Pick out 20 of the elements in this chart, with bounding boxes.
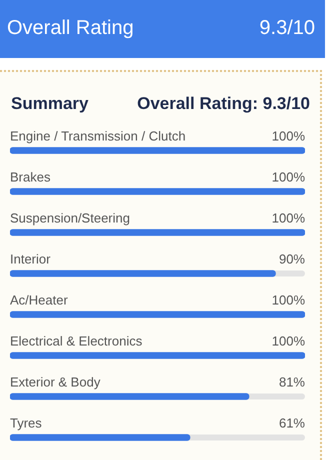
y-tick-label: Tyres [10, 416, 42, 430]
data-label: 100% [272, 334, 306, 348]
y-tick-label: Electrical & Electronics [10, 334, 143, 348]
data-label: 81% [278, 374, 306, 390]
y-tick-label: Interior [10, 252, 52, 266]
data-label: 61% [278, 416, 306, 430]
data-label: 100% [272, 128, 306, 144]
data-label: 100% [272, 292, 306, 308]
y-tick-label: Exterior & Body [10, 374, 101, 390]
text: Summary [11, 94, 88, 114]
data-label: 100% [272, 170, 306, 184]
chart-subtitle: 9.3/10 [259, 17, 315, 40]
y-tick-label: Engine / Transmission / Clutch [10, 128, 186, 144]
y-tick-label: Ac/Heater [10, 292, 68, 308]
y-tick-label: Suspension/Steering [10, 210, 130, 226]
chart-title: Overall Rating [7, 17, 134, 40]
text: Overall Rating: 9.3/10 [137, 94, 310, 114]
y-tick-label: Brakes [10, 170, 51, 184]
data-label: 100% [272, 210, 306, 226]
data-label: 90% [278, 252, 306, 266]
